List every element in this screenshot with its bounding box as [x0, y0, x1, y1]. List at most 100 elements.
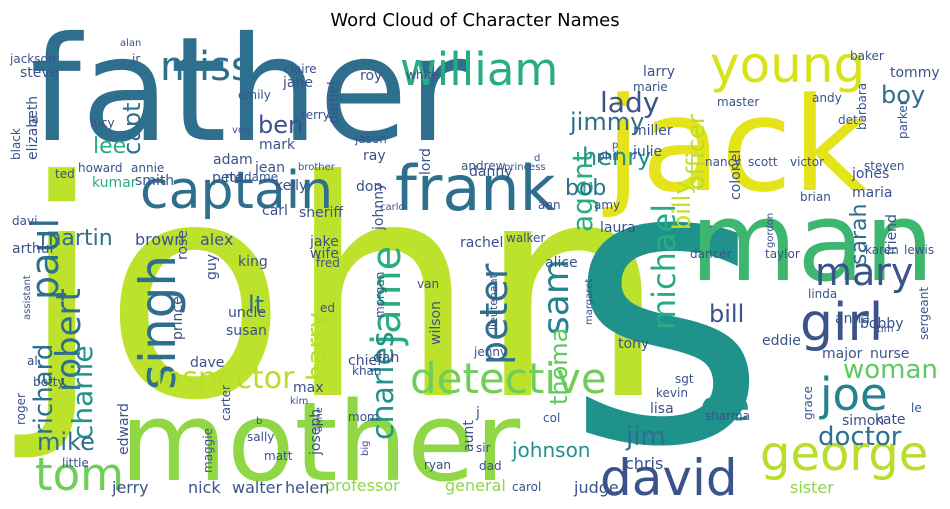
word-von: von: [232, 125, 250, 136]
word-joseph: joseph: [308, 409, 324, 456]
word-carlo: carlo: [380, 202, 405, 213]
word-general: general: [445, 476, 506, 495]
word-sally: sally: [247, 430, 274, 444]
word-mom: mom: [348, 410, 379, 424]
word-don: don: [356, 179, 382, 195]
word-d: d: [534, 153, 540, 164]
word-sarah: sarah: [847, 204, 872, 265]
word-pete: pete: [212, 170, 244, 186]
word-johnny: johnny: [371, 183, 387, 231]
word-king: king: [238, 254, 268, 270]
word-sir: sir: [476, 441, 491, 455]
word-rose: rose: [175, 230, 191, 260]
word-sharma: sharma: [705, 409, 750, 423]
word-van: van: [417, 277, 439, 291]
word-charles: charles: [366, 331, 401, 440]
word-major: major: [822, 346, 863, 362]
word-princess: princess: [504, 162, 546, 173]
word-maria: maria: [852, 185, 892, 201]
word-eddie: eddie: [762, 333, 801, 349]
word-jame: jame: [364, 246, 410, 346]
word-jane: jane: [282, 75, 313, 91]
word-emily: emily: [238, 88, 271, 102]
word-j: j: [475, 405, 480, 421]
word-walker: walker: [506, 231, 545, 245]
word-little: little: [62, 456, 89, 470]
word-sgt: sgt: [675, 372, 694, 386]
word-betty: betty: [33, 375, 65, 389]
word-master: master: [717, 95, 759, 109]
word-martin: martin: [40, 226, 113, 251]
word-simon: simon: [842, 413, 884, 429]
word-la: la: [28, 112, 39, 126]
word-mark: mark: [259, 137, 296, 153]
word-marie: marie: [633, 80, 668, 94]
word-ed: ed: [320, 301, 335, 315]
word-kelly: kelly: [275, 178, 307, 194]
word-john: john: [11, 117, 668, 466]
word-frank: frank: [395, 152, 556, 225]
word-nurse: nurse: [870, 346, 909, 362]
word-col: col: [543, 411, 560, 425]
word-richard: richard: [29, 344, 59, 435]
word-young: young: [710, 36, 865, 94]
word-carol: carol: [512, 480, 541, 494]
word-andrew: andrew: [461, 159, 506, 173]
word-al: al: [27, 354, 38, 368]
word-sergeant: sergeant: [917, 287, 931, 340]
word-colonel: colonel: [728, 150, 744, 200]
word-jean: jean: [254, 160, 285, 176]
word-tim: tim: [877, 324, 893, 335]
word-lewis: lewis: [904, 243, 934, 257]
word-matt: matt: [264, 449, 293, 463]
word-singh: singh: [129, 255, 187, 390]
word-bob: bob: [565, 176, 606, 201]
word-dancer: dancer: [690, 247, 732, 261]
word-howard: howard: [78, 161, 122, 175]
word-jake: jake: [309, 234, 339, 250]
word-prince: prince: [170, 296, 186, 340]
word-ted: ted: [55, 167, 75, 181]
word-george: george: [760, 426, 928, 482]
word-mother: mother: [120, 378, 521, 506]
word-father: father: [30, 6, 468, 175]
word-anne: anne: [314, 407, 325, 432]
word-lisa: lisa: [650, 401, 674, 417]
word-arthur: arthur: [12, 241, 56, 257]
word-sister: sister: [790, 478, 834, 497]
word-walter: walter: [232, 478, 282, 497]
word-laura: laura: [600, 220, 636, 236]
word-peter: peter: [472, 263, 516, 365]
word-judge: judge: [573, 478, 619, 497]
word-gordon: gordon: [765, 213, 776, 248]
word-paul: paul: [23, 218, 67, 300]
word-ray: ray: [363, 148, 386, 164]
word-henry: henry: [582, 143, 651, 171]
word-kim: kim: [290, 396, 308, 407]
word-jr: jr: [131, 52, 140, 66]
word-rachel: rachel: [460, 235, 503, 251]
word-guy: guy: [204, 254, 220, 280]
word-mary: mary: [815, 250, 913, 294]
word-billy: billy: [668, 181, 696, 230]
word-tony: tony: [618, 336, 649, 352]
word-robert: robert: [49, 288, 89, 392]
word-madame: madame: [225, 170, 278, 184]
word-terry: terry: [301, 108, 330, 122]
word-chief: chief: [348, 353, 383, 369]
word-roy: roy: [360, 68, 382, 84]
word-black: black: [9, 128, 23, 160]
word-parker: parker: [896, 100, 910, 139]
word-daniel: daniel: [326, 81, 342, 124]
word-le: le: [911, 401, 922, 415]
word-big: big: [360, 441, 371, 456]
word-andy: andy: [812, 91, 842, 105]
word-william: william: [400, 43, 558, 96]
word-white: white: [406, 68, 439, 82]
word-bill: bill: [709, 300, 744, 328]
word-lord: lord: [418, 148, 434, 175]
word-baker: baker: [850, 49, 884, 63]
word-nick: nick: [188, 478, 221, 497]
word-miller: miller: [633, 123, 673, 139]
word-man: man: [690, 178, 934, 306]
